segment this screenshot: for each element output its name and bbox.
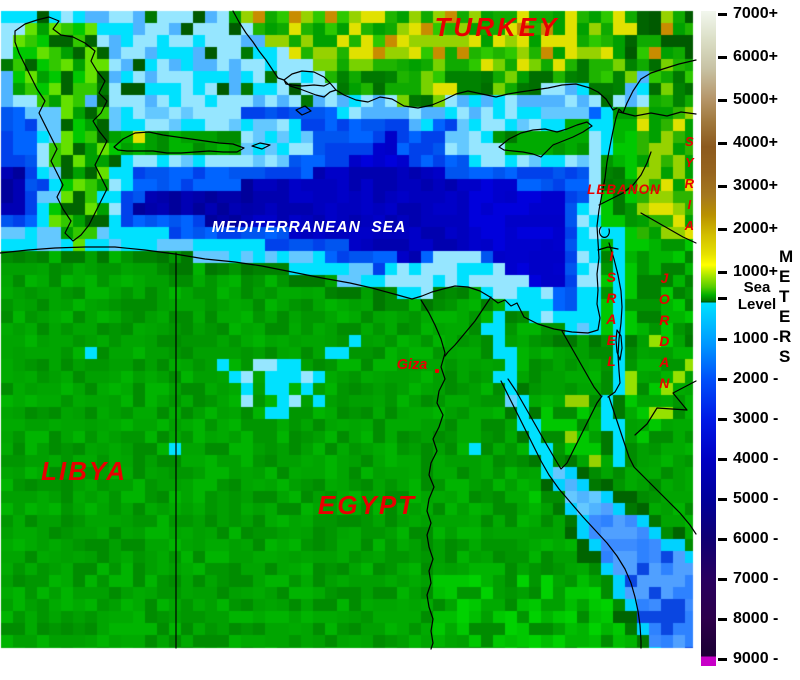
legend-tick-label: 9000 - [733, 650, 779, 667]
tick-dash [718, 458, 727, 461]
label-syria: SYRIA [681, 134, 697, 239]
tick-dash [718, 658, 727, 661]
tick-dash [718, 228, 727, 231]
meters-unit-letter: M [779, 247, 794, 266]
tick-dash [718, 538, 727, 541]
label-giza: Giza [396, 357, 428, 373]
legend-tick-label: 2000 - [733, 370, 779, 387]
label-lebanon: LEBANON [587, 182, 661, 197]
tick-dash [718, 618, 727, 621]
legend-tick-label: 6000+ [733, 48, 778, 65]
legend-tick-label: 2000+ [733, 220, 778, 237]
tick-dash [718, 185, 727, 188]
legend-tick-label: 4000+ [733, 134, 778, 151]
giza-city-dot [435, 369, 439, 373]
legend-tick-label: 8000 - [733, 610, 779, 627]
meters-unit-letter: T [779, 287, 790, 306]
tick-dash [718, 418, 727, 421]
tick-dash [718, 578, 727, 581]
tick-dash [718, 498, 727, 501]
meters-unit-letter: E [779, 267, 791, 286]
tick-dash [718, 297, 727, 300]
tick-dash [718, 338, 727, 341]
tick-dash [718, 271, 727, 274]
legend-tick-label: 1000+ [733, 263, 778, 280]
label-mediterranean-sea: MEDITERRANEAN SEA [211, 219, 407, 236]
meters-unit-letter: R [779, 327, 792, 346]
tick-dash [718, 378, 727, 381]
label-egypt: EGYPT [317, 490, 417, 520]
legend-tick-label: 3000 - [733, 410, 779, 427]
tick-dash [718, 56, 727, 59]
legend-tick-label: 4000 - [733, 450, 779, 467]
legend-tick-label: 5000 - [733, 490, 779, 507]
elevation-colorbar [701, 11, 716, 666]
sea-level-label: Sea Level [737, 279, 777, 313]
label-libya: LIBYA [40, 456, 128, 486]
legend-tick-label: 7000 - [733, 570, 779, 587]
legend-tick-label: 3000+ [733, 177, 778, 194]
tick-dash [718, 13, 727, 16]
meters-unit-letter: S [779, 347, 791, 366]
meters-unit-letter: E [779, 307, 791, 326]
legend-tick-label: 6000 - [733, 530, 779, 547]
label-jordan: JORDAN [656, 270, 673, 396]
tick-dash [718, 99, 727, 102]
legend-tick-label: 7000+ [733, 5, 778, 22]
label-israel: ISRAEL [603, 248, 620, 374]
legend-tick-label: 5000+ [733, 91, 778, 108]
legend-tick-label: 1000 - [733, 330, 779, 347]
label-turkey: TURKEY [434, 12, 560, 42]
legend: Sea Level 7000+ 6000+ 5000+ 4000+ 3000+ 2000+… [700, 0, 800, 680]
tick-dash [718, 142, 727, 145]
